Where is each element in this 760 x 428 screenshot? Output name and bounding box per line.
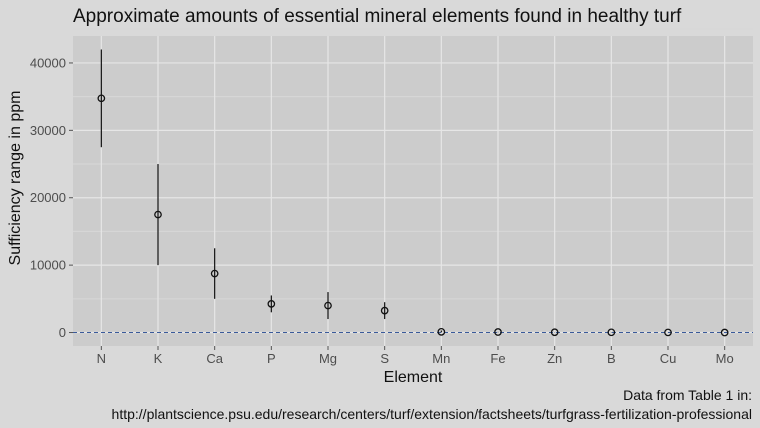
x-tick-label: P bbox=[267, 351, 276, 366]
data-point bbox=[720, 328, 729, 337]
data-point bbox=[154, 210, 162, 219]
x-tick-label: Cu bbox=[660, 351, 677, 366]
x-axis-label: Element bbox=[383, 369, 443, 386]
y-axis-label: Sufficiency range in ppm bbox=[7, 90, 24, 266]
data-point bbox=[494, 328, 502, 336]
x-tick-label: Ca bbox=[206, 351, 223, 366]
data-point bbox=[210, 269, 219, 278]
data-points bbox=[97, 49, 729, 337]
data-point bbox=[550, 328, 559, 337]
x-tick-label: K bbox=[154, 351, 163, 366]
y-axis: 0 10000 20000 30000 40000 bbox=[30, 55, 73, 340]
y-tick-label: 10000 bbox=[30, 258, 66, 273]
x-tick-label: Zn bbox=[547, 351, 562, 366]
major-gridlines bbox=[73, 36, 753, 346]
source-url: http://plantscience.psu.edu/research/cen… bbox=[111, 406, 752, 422]
data-point bbox=[664, 328, 672, 337]
x-tick-label: Mo bbox=[716, 351, 734, 366]
y-tick-label: 20000 bbox=[30, 190, 66, 205]
x-tick-label: Mg bbox=[319, 351, 337, 366]
data-point bbox=[437, 327, 446, 336]
y-tick-label: 30000 bbox=[30, 123, 66, 138]
data-point bbox=[324, 301, 332, 310]
plot-panel bbox=[73, 36, 753, 346]
data-point bbox=[607, 328, 616, 337]
data-point bbox=[267, 300, 276, 308]
data-point bbox=[97, 94, 106, 103]
x-tick-label: N bbox=[97, 351, 106, 366]
data-point bbox=[380, 306, 389, 315]
source-note: Data from Table 1 in: http://plantscienc… bbox=[112, 386, 752, 424]
minor-gridlines bbox=[73, 28, 753, 300]
x-tick-label: B bbox=[607, 351, 616, 366]
chart-title: Approximate amounts of essential mineral… bbox=[73, 6, 682, 27]
source-line-1: Data from Table 1 in: bbox=[623, 387, 752, 403]
y-tick-label: 0 bbox=[59, 325, 66, 340]
x-axis: N K Ca P Mg S Mn Fe Zn B Cu Mo bbox=[97, 346, 734, 366]
x-tick-label: S bbox=[380, 351, 389, 366]
y-tick-label: 40000 bbox=[30, 55, 66, 70]
x-tick-label: Mn bbox=[432, 351, 450, 366]
x-tick-label: Fe bbox=[490, 351, 505, 366]
